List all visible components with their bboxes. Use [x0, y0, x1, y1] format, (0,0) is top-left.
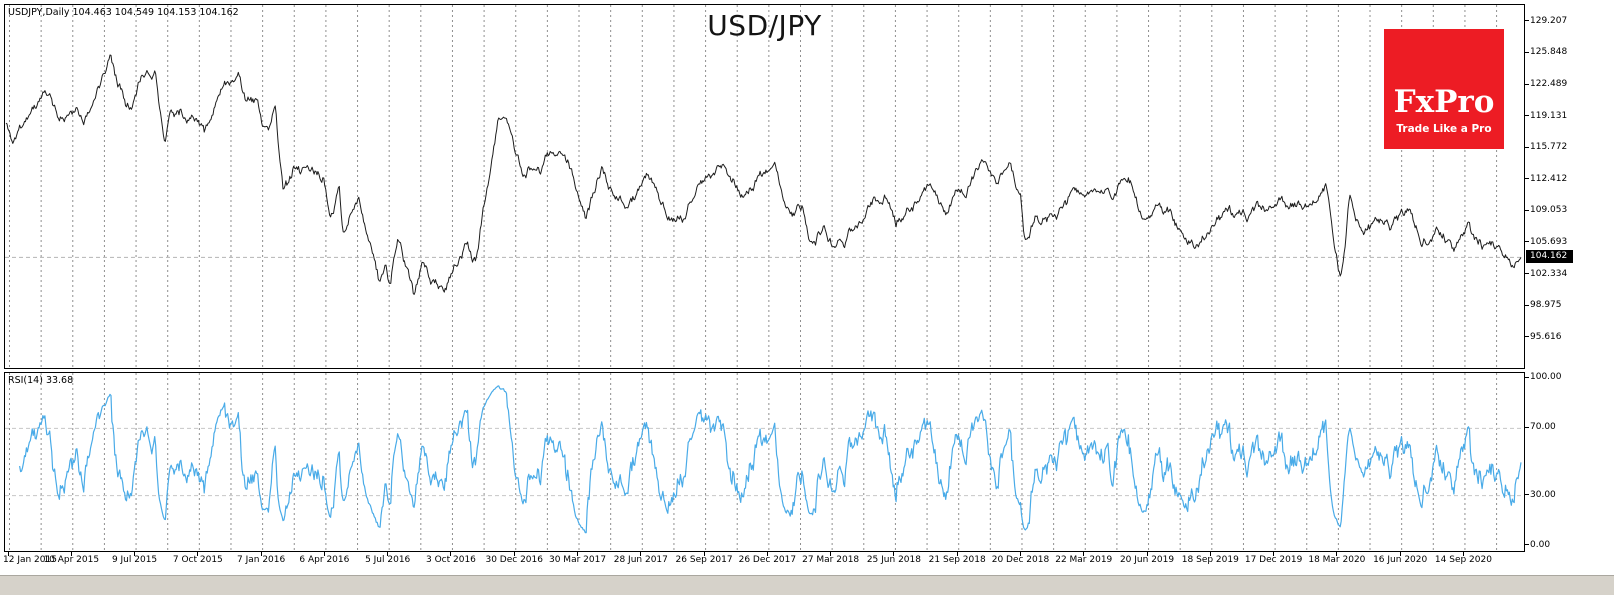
date-axis-tick	[450, 552, 452, 556]
price-axis-tick	[1525, 51, 1529, 53]
price-axis-tick	[1525, 241, 1529, 243]
rsi-axis-label: 0.00	[1530, 539, 1551, 550]
rsi-line	[19, 385, 1522, 534]
date-axis-tick	[1209, 552, 1211, 556]
price-axis-tick	[1525, 273, 1529, 275]
date-axis-label: 30 Mar 2017	[548, 555, 607, 565]
date-axis-label: 30 Dec 2016	[485, 555, 543, 565]
date-axis-label: 18 Sep 2019	[1181, 555, 1239, 565]
price-axis-label: 105.693	[1530, 236, 1568, 247]
rsi-axis-label: 30.00	[1530, 489, 1556, 500]
date-axis-label: 21 Sep 2018	[928, 555, 986, 565]
date-axis-tick	[7, 552, 9, 556]
date-axis-tick	[260, 552, 262, 556]
price-axis-label: 98.975	[1530, 300, 1562, 311]
date-axis-label: 28 Jun 2017	[613, 555, 668, 565]
date-axis-label: 10 Apr 2015	[43, 555, 100, 565]
main-price-panel[interactable]: USDJPY,Daily 104.463 104.549 104.153 104…	[4, 4, 1525, 369]
rsi-axis-tick	[1525, 376, 1529, 378]
chart-title: USD/JPY	[707, 9, 822, 42]
date-axis-label: 17 Dec 2019	[1244, 555, 1303, 565]
price-axis-label: 119.131	[1530, 110, 1568, 121]
price-axis-tick	[1525, 20, 1529, 22]
price-axis-tick	[1525, 83, 1529, 85]
price-chart-area[interactable]	[5, 5, 1524, 368]
date-axis-tick	[956, 552, 958, 556]
rsi-axis-tick	[1525, 544, 1529, 546]
date-axis-tick	[1399, 552, 1401, 556]
date-axis-tick	[513, 552, 515, 556]
date-axis-label: 14 Sep 2020	[1434, 555, 1492, 565]
price-axis-label: 122.489	[1530, 79, 1568, 90]
date-axis-label: 26 Dec 2017	[738, 555, 797, 565]
rsi-indicator-panel[interactable]: RSI(14) 33.68	[4, 372, 1525, 552]
usdjpy-price-line	[5, 54, 1522, 295]
date-axis-label: 20 Dec 2018	[991, 555, 1050, 565]
price-axis-tick	[1525, 115, 1529, 117]
date-axis-tick	[387, 552, 389, 556]
date-axis-label: 22 Mar 2019	[1055, 555, 1113, 565]
price-axis-tick	[1525, 304, 1529, 306]
date-axis-label: 5 Jul 2016	[365, 555, 411, 565]
price-axis-label: 125.848	[1530, 47, 1568, 58]
date-axis-tick	[830, 552, 832, 556]
date-axis-label: 25 Jun 2018	[866, 555, 921, 565]
date-axis-tick	[1083, 552, 1085, 556]
rsi-axis-label: 70.00	[1530, 422, 1556, 433]
rsi-chart-area[interactable]	[5, 373, 1524, 551]
date-axis-label: 20 Jun 2019	[1119, 555, 1175, 565]
date-axis-label: 6 Apr 2016	[299, 555, 350, 565]
date-axis-tick	[70, 552, 72, 556]
date-axis-tick	[640, 552, 642, 556]
date-axis-label: 9 Jul 2015	[111, 555, 158, 565]
date-axis-label: 7 Jan 2016	[236, 555, 286, 565]
date-axis-tick	[1462, 552, 1464, 556]
price-axis-tick	[1525, 209, 1529, 211]
date-axis-tick	[1019, 552, 1021, 556]
date-axis-label: 12 Jan 2015	[3, 555, 57, 565]
date-axis-tick	[1336, 552, 1338, 556]
price-axis-tick	[1525, 146, 1529, 148]
date-axis-tick	[197, 552, 199, 556]
date-axis-tick	[323, 552, 325, 556]
date-axis-label: 27 Mar 2018	[802, 555, 860, 565]
price-axis-label: 109.053	[1530, 205, 1568, 216]
rsi-indicator-label: RSI(14) 33.68	[8, 375, 74, 386]
date-axis-label: 26 Sep 2017	[675, 555, 733, 565]
date-axis-label: 16 Jun 2020	[1373, 555, 1428, 565]
price-axis-label: 95.616	[1530, 331, 1562, 342]
price-axis-label: 112.412	[1530, 173, 1568, 184]
price-axis-label: 129.207	[1530, 15, 1568, 26]
price-axis-tick	[1525, 178, 1529, 180]
fxpro-logo: FxPro Trade Like a Pro	[1384, 29, 1504, 149]
rsi-axis-tick	[1525, 426, 1529, 428]
date-axis-label: 3 Oct 2016	[425, 555, 476, 565]
rsi-axis-label: 100.00	[1530, 372, 1562, 383]
fxpro-logo-tagline: Trade Like a Pro	[1396, 123, 1492, 135]
date-axis-tick	[1273, 552, 1275, 556]
date-axis-tick	[134, 552, 136, 556]
rsi-axis-tick	[1525, 494, 1529, 496]
date-axis-tick	[893, 552, 895, 556]
symbol-ohlc-readout: USDJPY,Daily 104.463 104.549 104.153 104…	[8, 7, 239, 18]
price-axis-label: 102.334	[1530, 268, 1568, 279]
fxpro-logo-brand: FxPro	[1393, 84, 1495, 120]
current-price-tag: 104.162	[1526, 250, 1574, 263]
date-axis-tick	[766, 552, 768, 556]
date-axis-label: 7 Oct 2015	[172, 555, 223, 565]
date-axis-tick	[703, 552, 705, 556]
price-axis-tick	[1525, 336, 1529, 338]
date-axis-tick	[1146, 552, 1148, 556]
date-axis-label: 18 Mar 2020	[1308, 555, 1366, 565]
bottom-scroll-strip[interactable]	[0, 575, 1614, 595]
price-axis-label: 115.772	[1530, 142, 1568, 153]
date-axis-tick	[577, 552, 579, 556]
